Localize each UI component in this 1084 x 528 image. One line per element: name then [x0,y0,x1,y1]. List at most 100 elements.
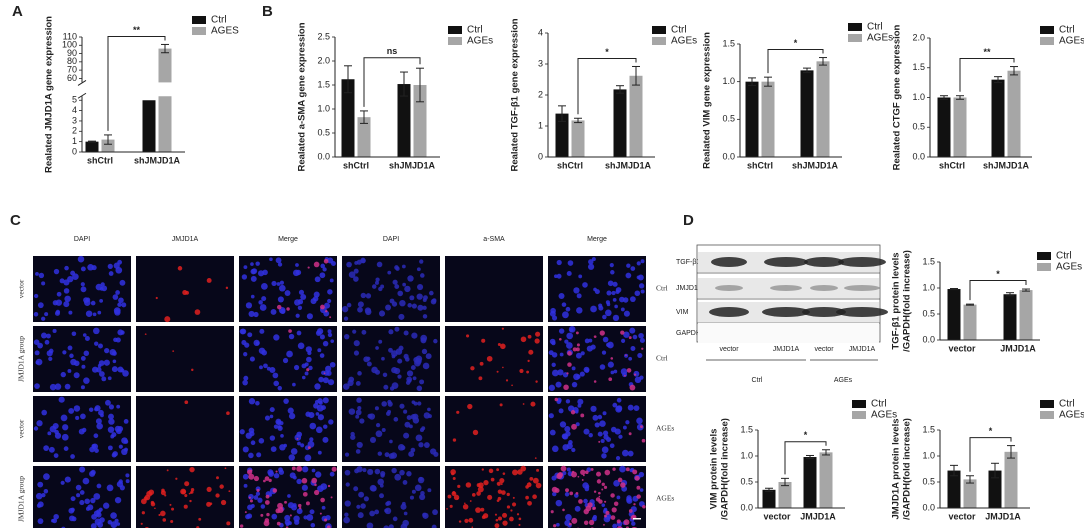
nucleus [60,414,68,422]
nucleus [242,446,249,453]
nucleus [94,448,99,453]
error-bar [806,454,814,460]
nucleus [107,376,112,381]
stain [286,307,290,311]
nucleus [108,404,115,410]
nucleus [584,486,590,492]
nucleus [612,402,618,408]
nucleus [614,304,618,309]
nucleus [619,296,625,303]
nucleus [623,331,630,338]
nucleus [346,302,352,308]
significance-bracket [767,49,824,74]
nucleus [357,512,364,519]
nucleus [37,342,43,349]
stain [613,501,619,506]
legend-swatch [852,400,866,408]
nucleus [300,294,307,300]
legend-label: Ctrl [1059,25,1075,36]
nucleus [355,449,361,454]
stain [560,465,567,472]
nucleus [96,422,103,430]
stain [500,482,503,486]
nucleus [343,516,350,524]
nucleus [633,370,640,377]
stain [625,354,627,356]
nucleus [415,434,423,442]
stain [265,494,270,499]
stain [451,472,455,476]
nucleus [353,486,359,492]
stain [449,504,453,508]
nucleus [242,379,248,386]
nucleus [73,360,80,367]
y-tick-label: 60 [67,73,77,83]
nucleus [303,515,308,520]
stain [520,465,527,472]
nucleus [75,484,82,491]
nucleus [296,330,302,336]
micrograph [136,396,234,462]
nucleus [406,370,414,377]
stain [330,496,333,499]
nucleus [292,382,296,387]
nucleus [433,338,438,344]
stain [172,350,175,353]
bar [1007,70,1021,157]
stain [457,484,461,488]
nucleus [325,365,332,372]
stain [536,468,540,472]
legend-label: AGEs [871,410,897,421]
error-bar [360,110,368,124]
y-tick-label: 90 [67,48,77,58]
nucleus [93,433,99,439]
stain [603,523,605,526]
stain [500,343,506,350]
nucleus [420,273,425,278]
nucleus [43,445,50,452]
nucleus [355,409,362,416]
nucleus [321,505,326,510]
nucleus [296,478,302,485]
stain [314,489,320,496]
nucleus [637,352,643,358]
stain [554,397,559,402]
nucleus [270,309,277,315]
stain [162,518,167,522]
nucleus [259,365,263,370]
bar [571,120,585,157]
nucleus [376,261,383,268]
nucleus [37,501,44,508]
nucleus [599,364,606,370]
nucleus [116,404,121,409]
stain [506,505,511,509]
stain [535,482,542,489]
stain [326,525,331,528]
stain [313,261,320,268]
stain [559,337,562,341]
nucleus [314,276,321,283]
stain [275,470,278,473]
nucleus [564,492,570,497]
stain [311,477,318,484]
stain [592,506,596,510]
stain [481,338,486,343]
nucleus [575,352,582,359]
legend-swatch [192,16,206,24]
nucleus [548,384,556,391]
nucleus [407,303,412,308]
nucleus [295,313,300,318]
stain [296,437,299,440]
nucleus [297,441,301,446]
nucleus [91,366,99,373]
nucleus [568,440,573,445]
stain [599,330,605,336]
column-header: Merge [278,236,298,243]
x-tick-label: shJMJD1A [792,160,839,170]
nucleus [630,266,636,271]
nucleus [38,272,45,279]
significance-bracket [363,57,421,107]
protein-label: GAPDH [676,330,701,337]
nucleus [557,369,564,376]
significance-label: ns [387,46,398,56]
